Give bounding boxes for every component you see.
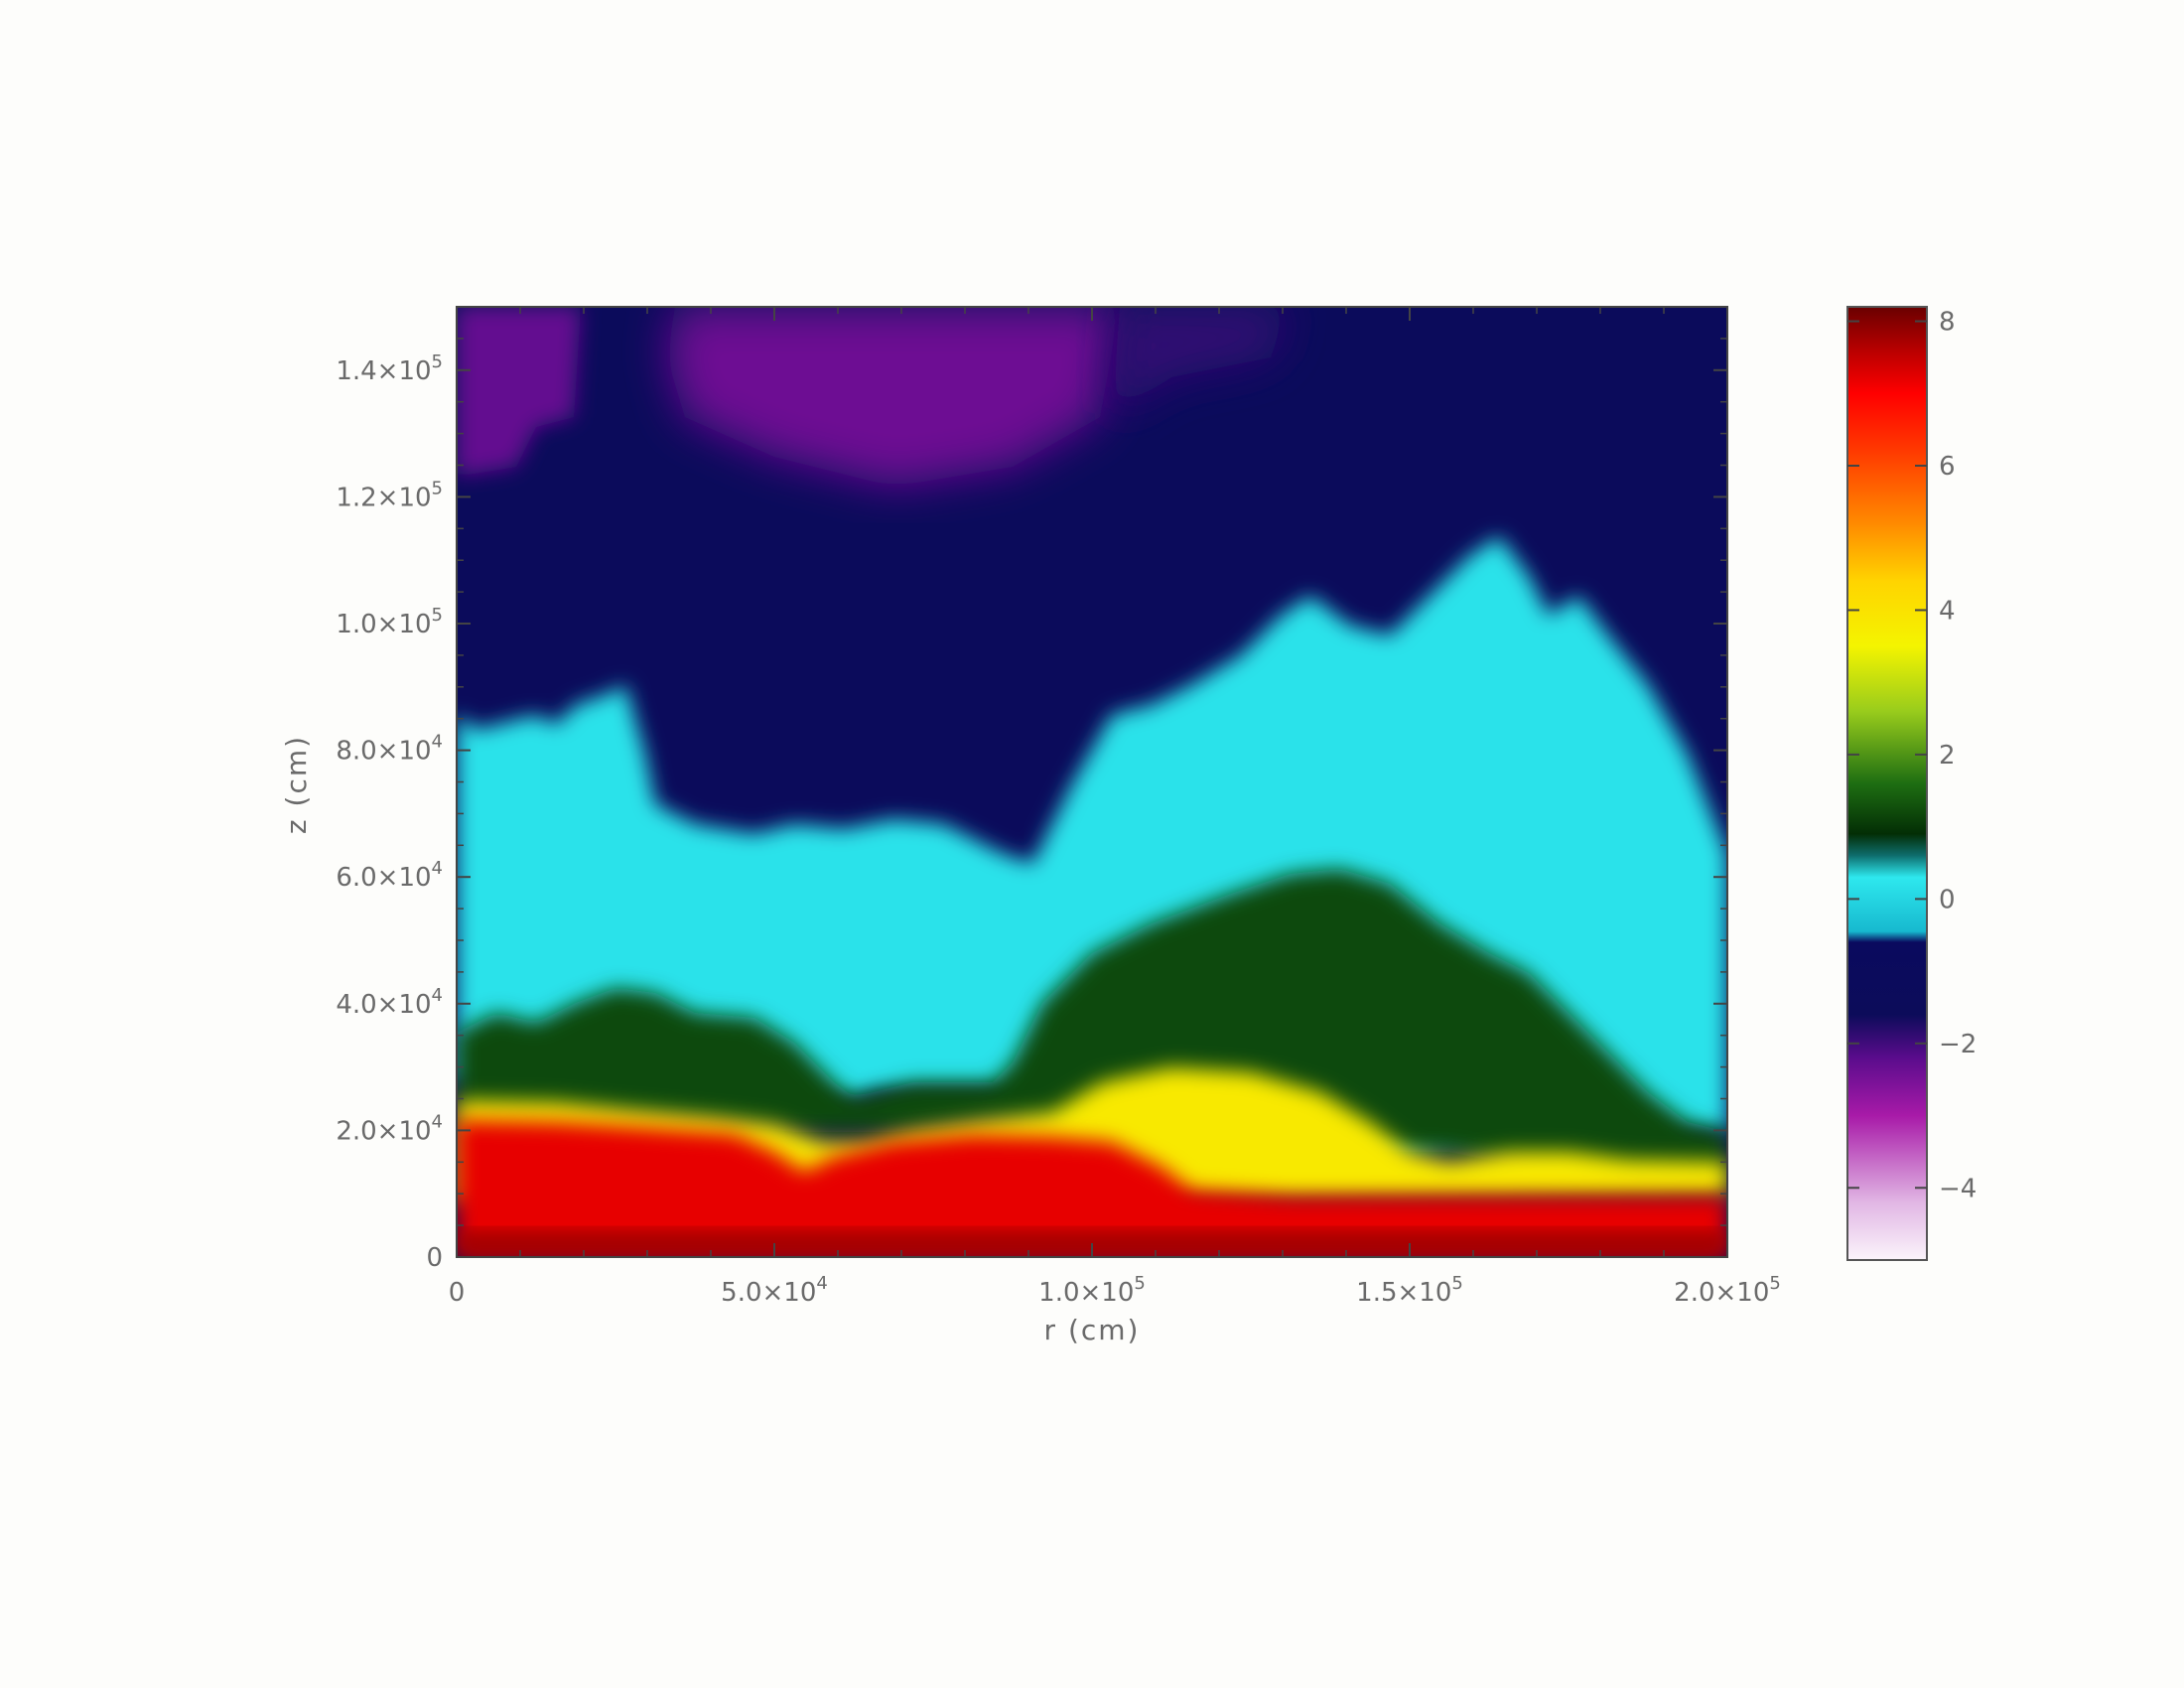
colorbar-tick-label: −2	[1939, 1030, 1977, 1059]
region-red-core	[457, 1120, 1727, 1257]
region-upper-left-plume	[457, 307, 581, 477]
y-tick-label: 4.0×104	[336, 985, 443, 1020]
y-tick-label: 8.0×104	[336, 732, 443, 767]
y-axis-label: z (cm)	[280, 735, 313, 834]
colorbar-tick-label: 4	[1939, 596, 1956, 626]
region-central-cap	[667, 307, 1120, 487]
x-tick-label: 1.0×105	[1038, 1273, 1146, 1308]
y-tick-label: 1.4×105	[336, 352, 443, 386]
colorbar	[1847, 307, 1927, 1260]
x-tick-label: 0	[449, 1278, 466, 1308]
y-tick-label: 1.0×105	[336, 605, 443, 639]
x-axis-label: r (cm)	[1044, 1314, 1141, 1346]
region-upper-right-plume	[1112, 307, 1291, 417]
colorbar-tick-label: 6	[1939, 452, 1956, 482]
colorbar-tick-label: 2	[1939, 741, 1956, 771]
colorbar-tick-label: 0	[1939, 885, 1956, 914]
y-tick-label: 1.2×105	[336, 478, 443, 512]
y-tick-label: 6.0×104	[336, 858, 443, 893]
y-tick-label: 0	[426, 1243, 443, 1273]
x-axis: 0 5.0×104 1.0×105 1.5×105 2.0×105	[449, 307, 1781, 1308]
x-tick-label: 2.0×105	[1674, 1273, 1781, 1308]
x-tick-label: 1.5×105	[1356, 1273, 1463, 1308]
colorbar-axis: 8 6 4 2 0 −2 −4	[1847, 308, 1977, 1203]
x-tick-label: 5.0×104	[721, 1273, 828, 1308]
y-tick-label: 2.0×104	[336, 1111, 443, 1146]
colorbar-tick-label: −4	[1939, 1174, 1977, 1203]
region-green-shell	[457, 869, 1727, 1182]
colorbar-frame	[1846, 306, 1928, 1261]
heatmap-field	[457, 307, 1727, 1257]
colorbar-tick-label: 8	[1939, 308, 1956, 338]
y-axis: 0 2.0×104 4.0×104 6.0×104 8.0×104 1.0×105 1.2×…	[336, 338, 1727, 1273]
